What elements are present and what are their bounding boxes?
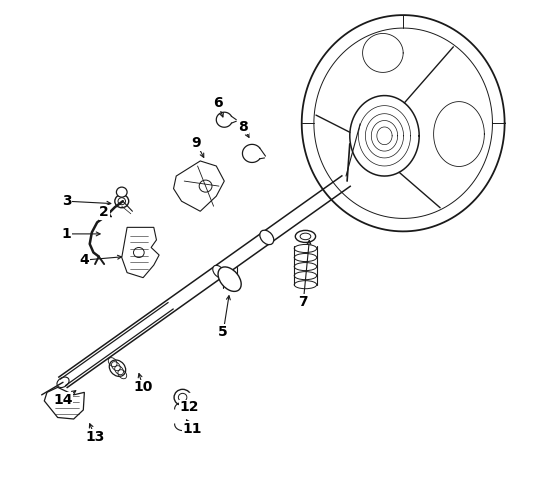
Text: 9: 9 [192, 136, 201, 150]
Text: 12: 12 [180, 400, 199, 414]
Text: 3: 3 [62, 194, 72, 208]
Text: 7: 7 [299, 295, 308, 309]
Text: 14: 14 [53, 393, 73, 407]
Text: 8: 8 [238, 120, 248, 134]
Text: 13: 13 [85, 430, 105, 444]
Text: 10: 10 [134, 380, 153, 394]
Ellipse shape [109, 360, 125, 376]
Text: 2: 2 [99, 205, 109, 219]
Circle shape [115, 195, 129, 208]
Text: 4: 4 [80, 253, 89, 267]
Polygon shape [122, 227, 159, 278]
Ellipse shape [295, 230, 316, 242]
Polygon shape [434, 102, 484, 166]
Circle shape [116, 187, 127, 197]
Text: 1: 1 [62, 227, 72, 241]
Circle shape [174, 389, 191, 405]
Polygon shape [188, 393, 196, 401]
Polygon shape [363, 34, 403, 72]
Ellipse shape [213, 266, 225, 278]
Ellipse shape [218, 267, 241, 291]
Ellipse shape [260, 230, 274, 244]
Text: 5: 5 [218, 325, 228, 339]
Polygon shape [44, 387, 84, 419]
Text: 6: 6 [213, 96, 223, 110]
Text: 11: 11 [183, 422, 202, 436]
Polygon shape [174, 161, 224, 211]
